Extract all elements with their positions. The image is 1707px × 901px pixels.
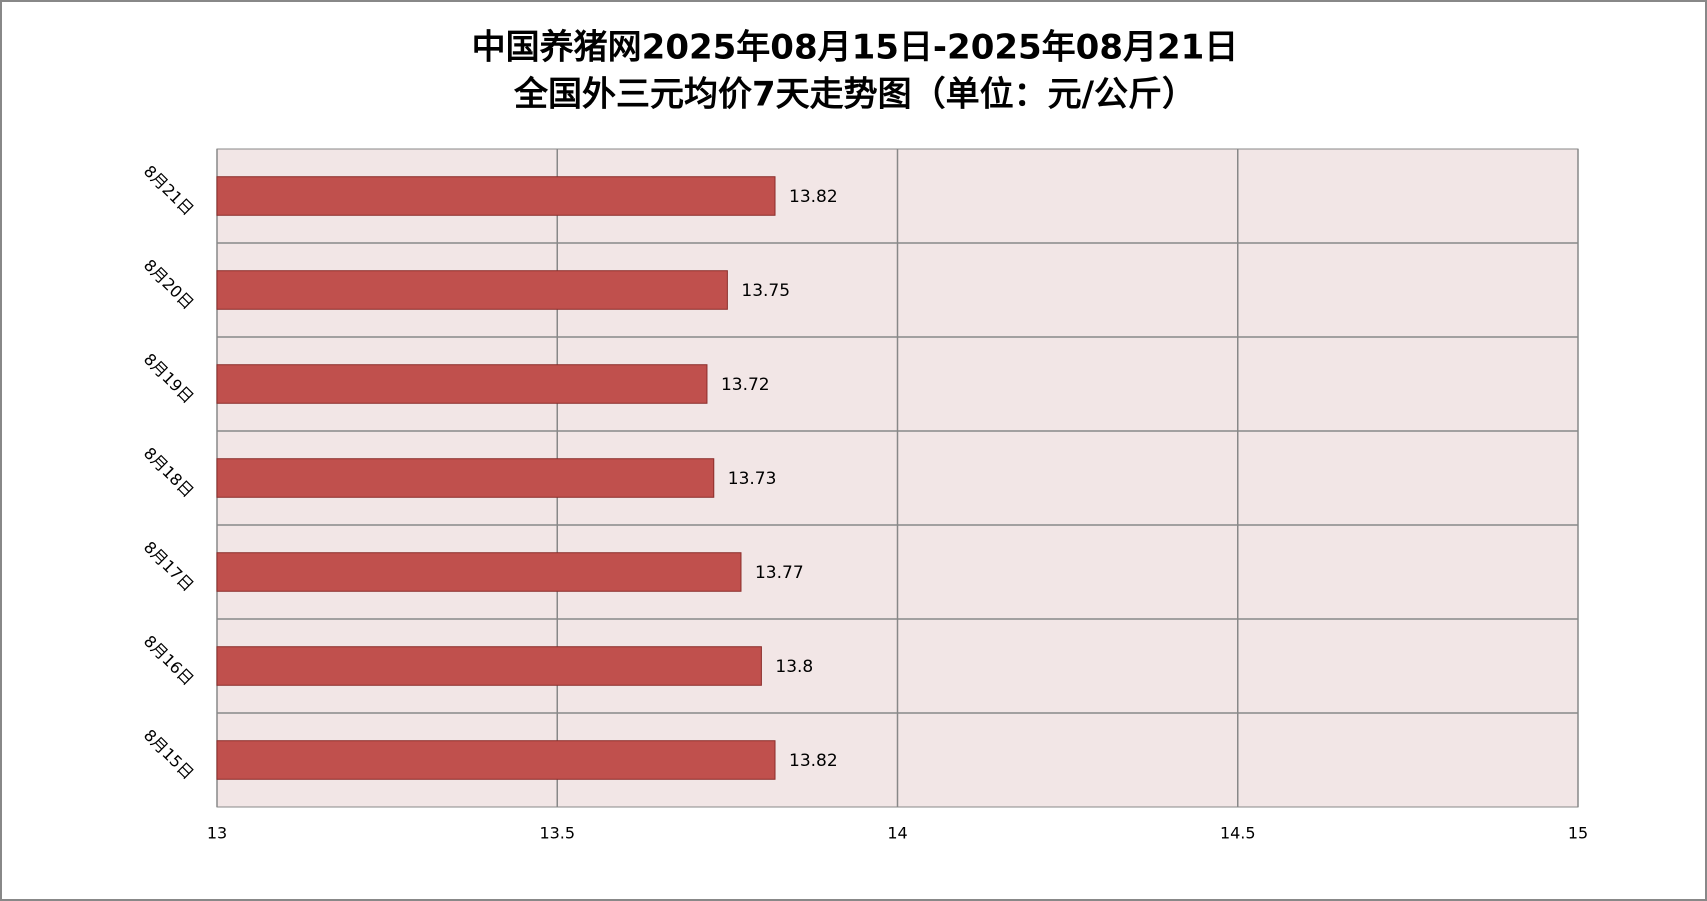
value-label: 13.73 (728, 469, 777, 489)
value-label: 13.82 (789, 751, 838, 771)
value-label: 13.82 (789, 187, 838, 207)
bar (216, 552, 742, 592)
bar (216, 740, 776, 780)
x-tick-label: 13.5 (539, 824, 575, 843)
x-tick-label: 14.5 (1220, 824, 1256, 843)
value-label: 13.8 (775, 657, 813, 677)
x-tick-label: 15 (1568, 824, 1588, 843)
value-label: 13.77 (755, 563, 804, 583)
chart-title: 全国外三元均价7天走势图（单位：元/公斤） (513, 75, 1196, 115)
bar (216, 270, 728, 310)
bar (216, 458, 715, 498)
value-label: 13.72 (721, 375, 770, 395)
bar (216, 646, 762, 686)
x-tick-label: 13 (207, 824, 227, 843)
bar (216, 364, 708, 404)
bar (216, 176, 776, 216)
x-tick-label: 14 (887, 824, 907, 843)
value-label: 13.75 (741, 281, 790, 301)
chart-title: 中国养猪网2025年08月15日-2025年08月21日 (472, 28, 1239, 68)
